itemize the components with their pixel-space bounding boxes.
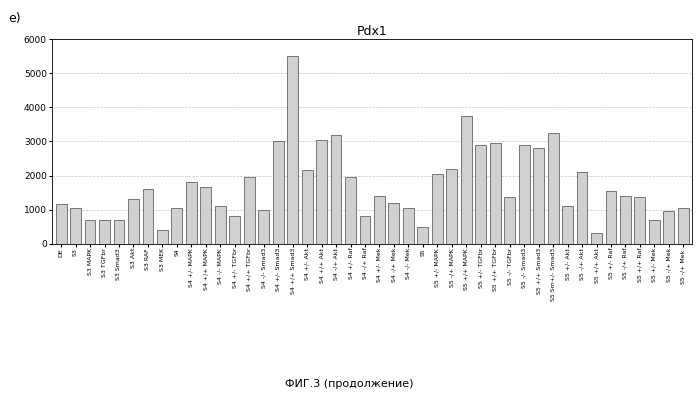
Bar bbox=[605, 191, 617, 244]
Bar bbox=[591, 233, 602, 244]
Bar bbox=[533, 148, 544, 244]
Bar bbox=[331, 135, 342, 244]
Bar bbox=[475, 145, 487, 244]
Bar bbox=[359, 217, 370, 244]
Bar bbox=[635, 196, 645, 244]
Bar bbox=[620, 196, 631, 244]
Bar bbox=[432, 174, 442, 244]
Bar bbox=[403, 208, 414, 244]
Bar bbox=[99, 220, 110, 244]
Bar bbox=[157, 230, 168, 244]
Bar bbox=[447, 169, 457, 244]
Text: e): e) bbox=[8, 12, 21, 25]
Bar bbox=[273, 141, 284, 244]
Bar bbox=[504, 196, 515, 244]
Bar bbox=[258, 209, 269, 244]
Bar bbox=[244, 177, 254, 244]
Bar bbox=[548, 133, 559, 244]
Bar bbox=[417, 227, 428, 244]
Bar bbox=[649, 220, 660, 244]
Bar bbox=[663, 211, 675, 244]
Title: Pdx1: Pdx1 bbox=[357, 25, 387, 38]
Bar bbox=[374, 196, 385, 244]
Bar bbox=[678, 208, 689, 244]
Bar bbox=[345, 177, 356, 244]
Bar bbox=[70, 208, 81, 244]
Bar bbox=[389, 203, 399, 244]
Bar bbox=[490, 143, 500, 244]
Bar bbox=[562, 206, 573, 244]
Bar bbox=[56, 204, 66, 244]
Bar bbox=[128, 199, 139, 244]
Bar bbox=[302, 171, 312, 244]
Bar bbox=[85, 220, 96, 244]
Bar bbox=[113, 220, 124, 244]
Text: ФИГ.3 (продолжение): ФИГ.3 (продолжение) bbox=[285, 379, 414, 389]
Bar bbox=[316, 140, 327, 244]
Bar bbox=[215, 206, 226, 244]
Bar bbox=[229, 217, 240, 244]
Bar bbox=[577, 172, 587, 244]
Bar bbox=[201, 187, 211, 244]
Bar bbox=[287, 56, 298, 244]
Bar bbox=[519, 145, 530, 244]
Bar bbox=[171, 208, 182, 244]
Bar bbox=[143, 189, 153, 244]
Bar bbox=[186, 182, 196, 244]
Bar bbox=[461, 116, 472, 244]
